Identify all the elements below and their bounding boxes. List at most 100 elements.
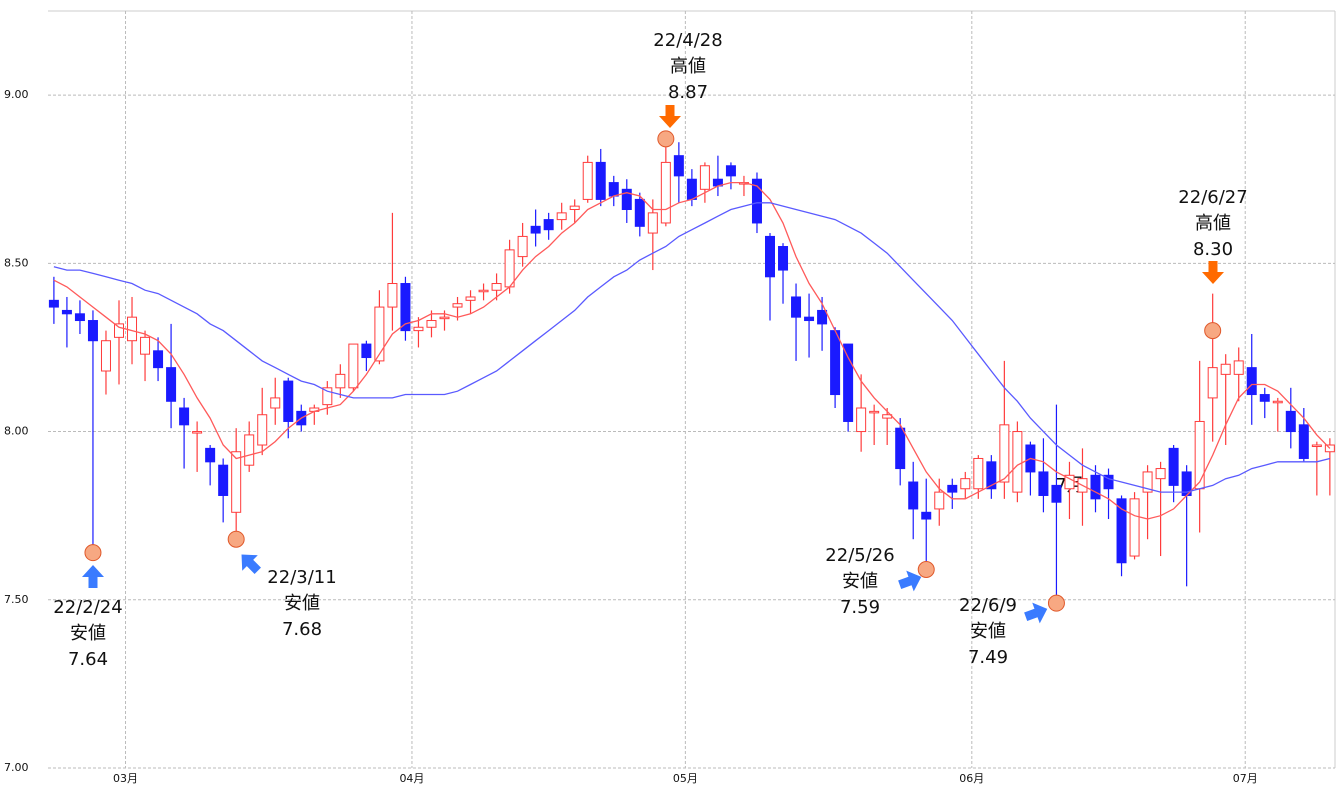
x-tick-label: 04月 (399, 772, 424, 785)
annotation-value: 7.64 (68, 649, 108, 670)
y-tick-label: 8.00 (4, 425, 29, 438)
candle-body (205, 447, 216, 463)
candle-body (1064, 474, 1075, 490)
candle-body (934, 491, 945, 510)
candle-body (387, 283, 398, 308)
annotation-date: 22/6/9 (959, 595, 1017, 616)
annotation-date: 22/3/11 (267, 567, 336, 588)
candle-body (986, 461, 997, 490)
candle-body (1207, 367, 1218, 399)
candle-body (1155, 468, 1166, 480)
candle-body (908, 481, 919, 510)
candle-body (270, 397, 281, 409)
candle-body (465, 296, 476, 301)
candle-body (283, 380, 294, 422)
annotation-point (657, 130, 675, 148)
y-tick-label: 7.50 (4, 593, 29, 606)
candle-body (1233, 360, 1244, 375)
candle-body (1051, 484, 1062, 503)
annotation-label: 安値 (284, 593, 320, 614)
candle-body (960, 478, 971, 490)
candle-body (856, 407, 867, 433)
candle-body (1038, 471, 1049, 496)
candle-body (322, 387, 333, 406)
candle-body (1259, 394, 1270, 402)
candle-body (608, 182, 619, 197)
annotation-value: 7.49 (968, 647, 1008, 668)
candle-body (1142, 471, 1153, 493)
candle-body (947, 484, 958, 493)
x-tick-label: 05月 (673, 772, 698, 785)
candle-body (1194, 420, 1205, 490)
annotation-date: 22/4/28 (653, 30, 722, 51)
annotation-label: 高値 (1195, 213, 1231, 234)
candle-body (1090, 474, 1101, 500)
annotation-label: 安値 (70, 623, 106, 644)
candle-body (804, 316, 815, 322)
candle-body (1298, 424, 1309, 459)
candle-body (751, 178, 762, 224)
annotation-arrow (659, 105, 681, 128)
candle-body (244, 434, 255, 466)
candle-body (1116, 498, 1127, 564)
candle-body (543, 219, 554, 231)
candle-body (582, 161, 593, 200)
annotation-arrow (1024, 602, 1048, 624)
candle-body (973, 457, 984, 490)
candle-body (869, 410, 880, 414)
annotation-value: 8.87 (668, 82, 708, 103)
candle-body (400, 283, 411, 332)
annotation-point (227, 530, 245, 548)
candle-body (413, 326, 424, 332)
candle-body (999, 424, 1010, 483)
candle-body (791, 296, 802, 318)
candle-body (1220, 363, 1231, 375)
annotation-label: 安値 (970, 621, 1006, 642)
annotation-value: 8.30 (1193, 239, 1233, 260)
annotation-value: 7.59 (840, 597, 880, 618)
candle-body (765, 235, 775, 278)
candle-body (830, 330, 841, 396)
candle-body (335, 373, 346, 389)
candle-body (127, 316, 138, 342)
candle-body (660, 161, 671, 224)
x-tick-label: 07月 (1233, 772, 1258, 785)
candle-body (1168, 447, 1179, 486)
annotation-arrow (241, 554, 261, 574)
annotation-label: 高値 (670, 56, 706, 77)
candle-body (817, 309, 828, 325)
x-tick-label: 03月 (113, 772, 138, 785)
candle-body (1012, 431, 1023, 493)
annotation-date: 22/5/26 (825, 545, 894, 566)
candle-body (1129, 498, 1140, 557)
candle-body (439, 316, 450, 320)
candle-body (1285, 410, 1296, 433)
candle-body (231, 451, 242, 513)
moving-average-line (53, 202, 1331, 493)
candle-body (895, 427, 906, 470)
y-tick-label: 9.00 (4, 88, 29, 101)
candle-body (166, 367, 177, 402)
candle-body (192, 431, 203, 434)
candle-body (778, 246, 789, 271)
candle-body (48, 299, 59, 308)
candle-body (843, 343, 854, 422)
candle-body (179, 407, 190, 426)
annotation-arrow (1202, 261, 1224, 284)
candle-body (1246, 367, 1257, 396)
candle-body (517, 235, 528, 258)
candle-body (725, 165, 736, 177)
candle-body (478, 289, 489, 293)
candle-body (634, 198, 645, 227)
candle-body (100, 340, 111, 372)
candle-body (921, 511, 932, 520)
candle-body (530, 225, 541, 234)
candle-body (647, 212, 658, 234)
candle-body (348, 343, 359, 389)
candle-body (140, 336, 151, 355)
candle-body (114, 323, 124, 338)
annotation-arrow (898, 570, 922, 592)
moving-average-line (53, 181, 1331, 520)
candle-body (426, 320, 437, 328)
candle-body (74, 313, 85, 322)
